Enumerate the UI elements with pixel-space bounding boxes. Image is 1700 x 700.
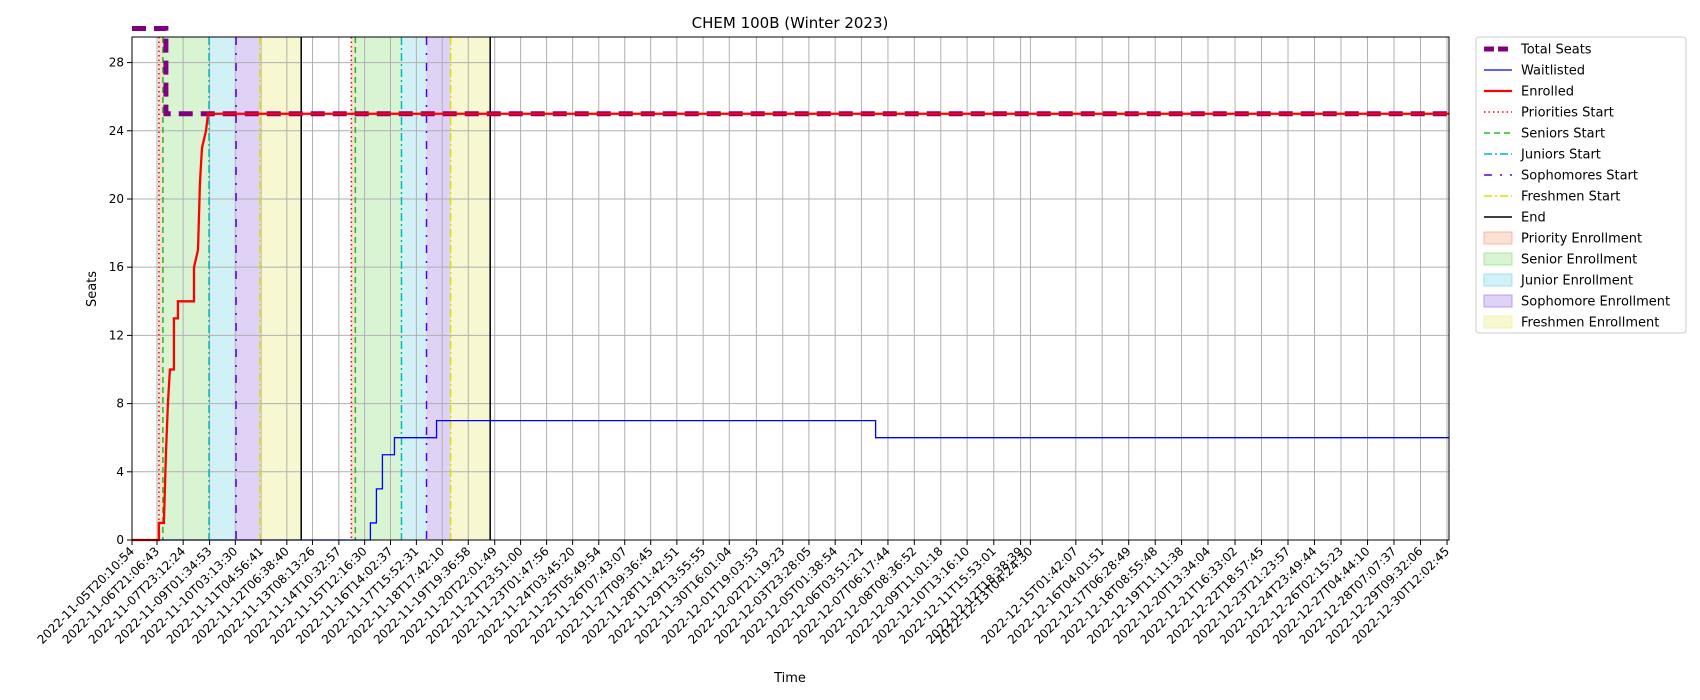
series-enrolled [132,112,1449,542]
shade-sophomore-enrollment-0 [236,37,261,540]
legend-label-sophomores-start: Sophomores Start [1521,169,1638,184]
legend-label-juniors-start: Juniors Start [1520,148,1601,163]
legend-label-sophomore-enrollment: Sophomore Enrollment [1521,295,1670,310]
plot-area: 04812162024282022-11-05T20:10:542022-11-… [35,25,1452,647]
y-tick-label: 20 [109,192,124,206]
legend-swatch-junior-enrollment [1483,273,1513,287]
legend-label-junior-enrollment: Junior Enrollment [1520,274,1633,289]
legend-label-freshmen-enrollment: Freshmen Enrollment [1521,316,1659,331]
legend-label-seniors-start: Seniors Start [1521,127,1605,142]
legend: Total Seats Waitlisted Enrolled Priorities … [1475,36,1687,334]
x-axis-title: Time [773,671,806,686]
legend-label-waitlisted: Waitlisted [1521,64,1585,79]
shade-junior-enrollment-0 [209,37,237,540]
y-tick-label: 0 [116,533,124,547]
shade-junior-enrollment-1 [401,37,427,540]
y-tick-label: 24 [109,124,124,138]
plot-background [132,37,1449,540]
legend-label-priorities-start: Priorities Start [1521,106,1614,121]
series-waitlisted [132,419,1449,541]
legend-label-total-seats: Total Seats [1520,43,1592,58]
shade-senior-enrollment-1 [355,37,402,540]
plot-frame [131,36,1450,541]
legend-label-enrolled: Enrolled [1521,85,1574,100]
y-tick-label: 4 [116,465,124,479]
legend-label-freshmen-start: Freshmen Start [1521,190,1620,205]
legend-label-senior-enrollment: Senior Enrollment [1521,253,1637,268]
legend-label-end: End [1521,211,1546,226]
y-tick-label: 12 [109,328,124,342]
y-tick-label: 8 [116,397,124,411]
shade-sophomore-enrollment-1 [426,37,451,540]
y-tick-label: 28 [109,56,124,70]
shade-priority-enrollment-1 [351,37,356,540]
legend-swatch-senior-enrollment [1483,252,1513,266]
chart-title: CHEM 100B (Winter 2023) [692,14,889,32]
legend-swatch-freshmen-enrollment [1483,315,1513,329]
legend-swatch-priority-enrollment [1483,231,1513,245]
y-tick-label: 16 [109,260,124,274]
y-axis-title: Seats [85,271,100,307]
legend-box [1475,36,1687,334]
legend-label-priority-enrollment: Priority Enrollment [1521,232,1642,247]
shade-senior-enrollment-0 [162,37,210,540]
shade-freshmen-enrollment-1 [450,37,491,540]
shade-freshmen-enrollment-0 [260,37,302,540]
shade-priority-enrollment-0 [158,37,163,540]
legend-swatch-sophomore-enrollment [1483,294,1513,308]
